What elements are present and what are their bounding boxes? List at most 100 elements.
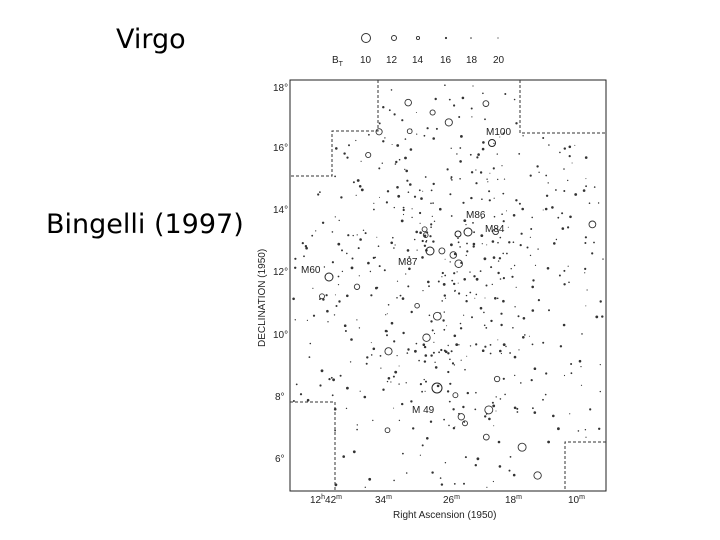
galaxy-point — [369, 270, 372, 273]
galaxy-point — [473, 275, 476, 278]
galaxy-point — [393, 247, 395, 249]
galaxy-point — [430, 223, 433, 226]
galaxy-point — [395, 160, 398, 164]
legend-symbol-16 — [444, 36, 448, 40]
slide-title: Virgo — [116, 24, 186, 55]
galaxy-point — [406, 179, 409, 182]
galaxy-point — [475, 391, 477, 394]
ra-tick-34m: 34m — [375, 494, 392, 506]
legend-mag-20: 20 — [493, 55, 505, 66]
galaxy-point — [362, 229, 365, 231]
galaxy-m87 — [425, 246, 435, 256]
galaxy-point — [545, 372, 548, 375]
galaxy-point — [431, 215, 433, 217]
galaxy-point — [379, 355, 382, 357]
galaxy-point — [469, 345, 472, 347]
galaxy-point — [415, 112, 417, 113]
galaxy-point — [448, 424, 450, 427]
galaxy-point — [470, 171, 474, 174]
galaxy-point — [512, 241, 515, 243]
galaxy-point — [393, 113, 396, 116]
galaxy-point — [515, 286, 517, 288]
dec-axis-label: DECLINATION (1950) — [257, 249, 268, 347]
galaxy-point — [335, 305, 338, 307]
galaxy-point — [306, 319, 308, 321]
galaxy-point — [415, 230, 419, 234]
galaxy-point — [404, 98, 412, 107]
galaxy-point — [440, 483, 444, 486]
galaxy-point — [482, 100, 490, 107]
galaxy-point — [380, 367, 382, 369]
galaxy-point — [373, 202, 375, 204]
galaxy-point — [471, 116, 473, 118]
galaxy-point — [439, 477, 442, 479]
galaxy-point — [500, 352, 502, 355]
galaxy-point — [472, 85, 474, 87]
galaxy-point — [333, 407, 337, 411]
galaxy-point — [510, 268, 512, 270]
galaxy-point — [343, 152, 346, 155]
galaxy-point — [450, 176, 453, 179]
galaxy-point — [423, 345, 427, 349]
galaxy-point — [485, 327, 488, 329]
galaxy-point — [405, 169, 409, 173]
galaxy-point — [491, 283, 493, 286]
galaxy-point — [423, 360, 427, 363]
galaxy-point — [531, 343, 534, 346]
galaxy-point — [493, 375, 501, 383]
legend-mag-18: 18 — [466, 55, 478, 66]
galaxy-point — [366, 356, 369, 359]
galaxy-point — [396, 144, 400, 147]
galaxy-point — [452, 408, 455, 411]
galaxy-point — [406, 128, 413, 135]
galaxy-point — [303, 255, 305, 258]
galaxy-point — [585, 178, 587, 180]
galaxy-point — [466, 242, 468, 245]
galaxy-point — [419, 211, 422, 215]
galaxy-point — [531, 216, 533, 219]
galaxy-point — [338, 219, 340, 222]
galaxy-point — [423, 244, 427, 247]
galaxy-point — [460, 261, 463, 264]
galaxy-point — [446, 325, 448, 327]
galaxy-point — [446, 390, 450, 393]
galaxy-point — [481, 217, 483, 219]
galaxy-point — [334, 216, 336, 218]
galaxy-point — [584, 267, 587, 270]
galaxy-point — [352, 234, 354, 237]
galaxy-point — [379, 196, 380, 198]
galaxy-point — [563, 374, 566, 377]
galaxy-point — [481, 147, 485, 151]
galaxy-point — [474, 408, 477, 411]
galaxy-point — [331, 231, 334, 233]
galaxy-point — [388, 109, 391, 112]
galaxy-point — [477, 153, 480, 156]
galaxy-point — [469, 271, 471, 273]
galaxy-point — [504, 93, 507, 95]
galaxy-point — [402, 206, 405, 209]
galaxy-point — [396, 280, 399, 282]
galaxy-point — [394, 244, 396, 246]
galaxy-point — [350, 266, 354, 270]
galaxy-point — [372, 347, 376, 351]
galaxy-point — [438, 351, 440, 354]
galaxy-point — [424, 354, 428, 357]
galaxy-point — [346, 156, 349, 159]
galaxy-point — [502, 277, 505, 280]
galaxy-point — [584, 429, 587, 431]
galaxy-point — [466, 391, 469, 395]
galaxy-point — [522, 336, 525, 339]
galaxy-point — [481, 349, 485, 353]
galaxy-point — [368, 477, 372, 481]
galaxy-point — [337, 284, 340, 286]
galaxy-point — [356, 179, 360, 182]
galaxy-point — [544, 207, 548, 211]
galaxy-point — [457, 237, 459, 240]
galaxy-point — [347, 234, 350, 237]
galaxy-point — [459, 327, 463, 330]
label-m100: M100 — [486, 127, 511, 138]
galaxy-point — [444, 84, 446, 86]
galaxy-point — [292, 297, 295, 301]
galaxy-m100 — [488, 139, 496, 147]
galaxy-point — [561, 212, 564, 215]
